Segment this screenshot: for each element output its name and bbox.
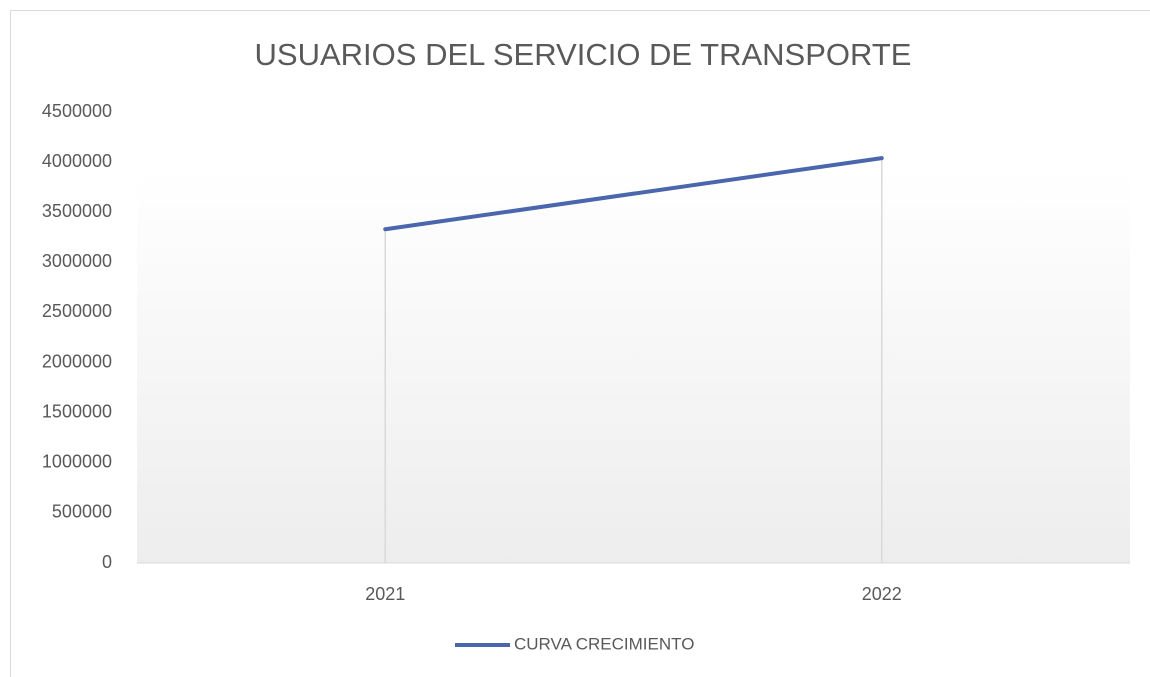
series-line	[383, 156, 884, 232]
chart-frame	[10, 10, 1150, 677]
y-tick-label: 3000000	[42, 251, 112, 271]
y-tick-label: 2000000	[42, 351, 112, 371]
y-tick-label: 500000	[52, 502, 112, 522]
y-tick-label: 4500000	[42, 101, 112, 121]
y-tick-label: 0	[102, 552, 112, 572]
y-tick-label: 1500000	[42, 401, 112, 421]
plot-area	[137, 170, 1130, 563]
y-tick-label: 3500000	[42, 201, 112, 221]
x-tick-label: 2022	[862, 584, 902, 604]
y-tick-label: 2500000	[42, 301, 112, 321]
legend-label: CURVA CRECIMIENTO	[514, 634, 694, 653]
chart-title: USUARIOS DEL SERVICIO DE TRANSPORTE	[255, 37, 912, 72]
y-tick-label: 4000000	[42, 151, 112, 171]
x-tick-label: 2021	[365, 584, 405, 604]
y-tick-label: 1000000	[42, 452, 112, 472]
